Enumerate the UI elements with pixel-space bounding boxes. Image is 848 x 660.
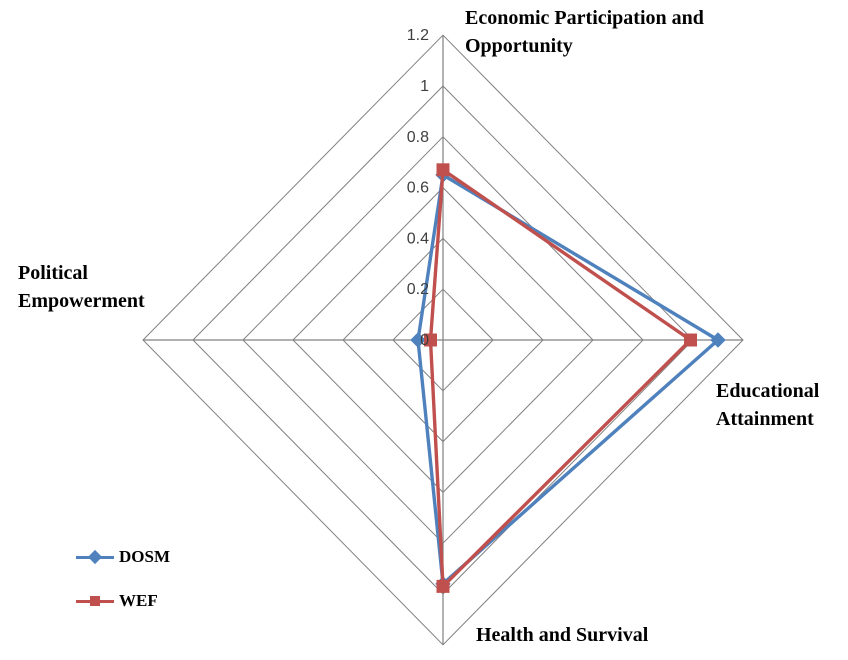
axis-label-text: Economic Participation and <box>465 7 704 29</box>
tick-label: 1.2 <box>407 27 429 44</box>
legend-swatch <box>76 549 114 565</box>
square-marker-icon <box>684 333 697 347</box>
tick-label: 0.4 <box>407 230 429 247</box>
tick-label: 0 <box>420 332 429 349</box>
legend-label: WEF <box>119 591 158 610</box>
legend-label: DOSM <box>119 547 170 566</box>
chart-legend: DOSM WEF <box>76 544 170 632</box>
axis-label-text: Educational <box>716 380 820 402</box>
legend-item-wef: WEF <box>76 588 170 614</box>
axis-label-educational-attainment: Educational Attainment <box>716 377 819 433</box>
axis-label-text: Attainment <box>716 408 814 430</box>
legend-swatch <box>76 594 114 608</box>
tick-label: 0.6 <box>407 180 429 197</box>
diamond-marker-icon <box>410 332 426 348</box>
square-marker-icon <box>90 596 100 606</box>
axis-label-political-empowerment: Political Empowerment <box>18 259 145 315</box>
square-marker-icon <box>436 163 450 177</box>
diamond-marker-icon <box>87 549 103 565</box>
axis-label-health-survival: Health and Survival <box>476 621 648 649</box>
tick-label: 0.8 <box>407 129 429 146</box>
axis-label-economic-participation: Economic Participation and Opportunity <box>465 4 704 60</box>
square-marker-icon <box>436 579 450 593</box>
axis-label-text: Empowerment <box>18 290 145 312</box>
tick-label: 1 <box>420 78 429 95</box>
axis-label-text: Health and Survival <box>476 624 649 646</box>
series-wef-line <box>428 168 693 589</box>
legend-item-dosm: DOSM <box>76 544 170 570</box>
tick-label: 0.2 <box>407 281 429 298</box>
square-marker-icon <box>424 333 437 347</box>
axis-label-text: Political <box>18 262 88 284</box>
axis-label-text: Opportunity <box>465 35 573 57</box>
diamond-marker-icon <box>710 332 726 348</box>
